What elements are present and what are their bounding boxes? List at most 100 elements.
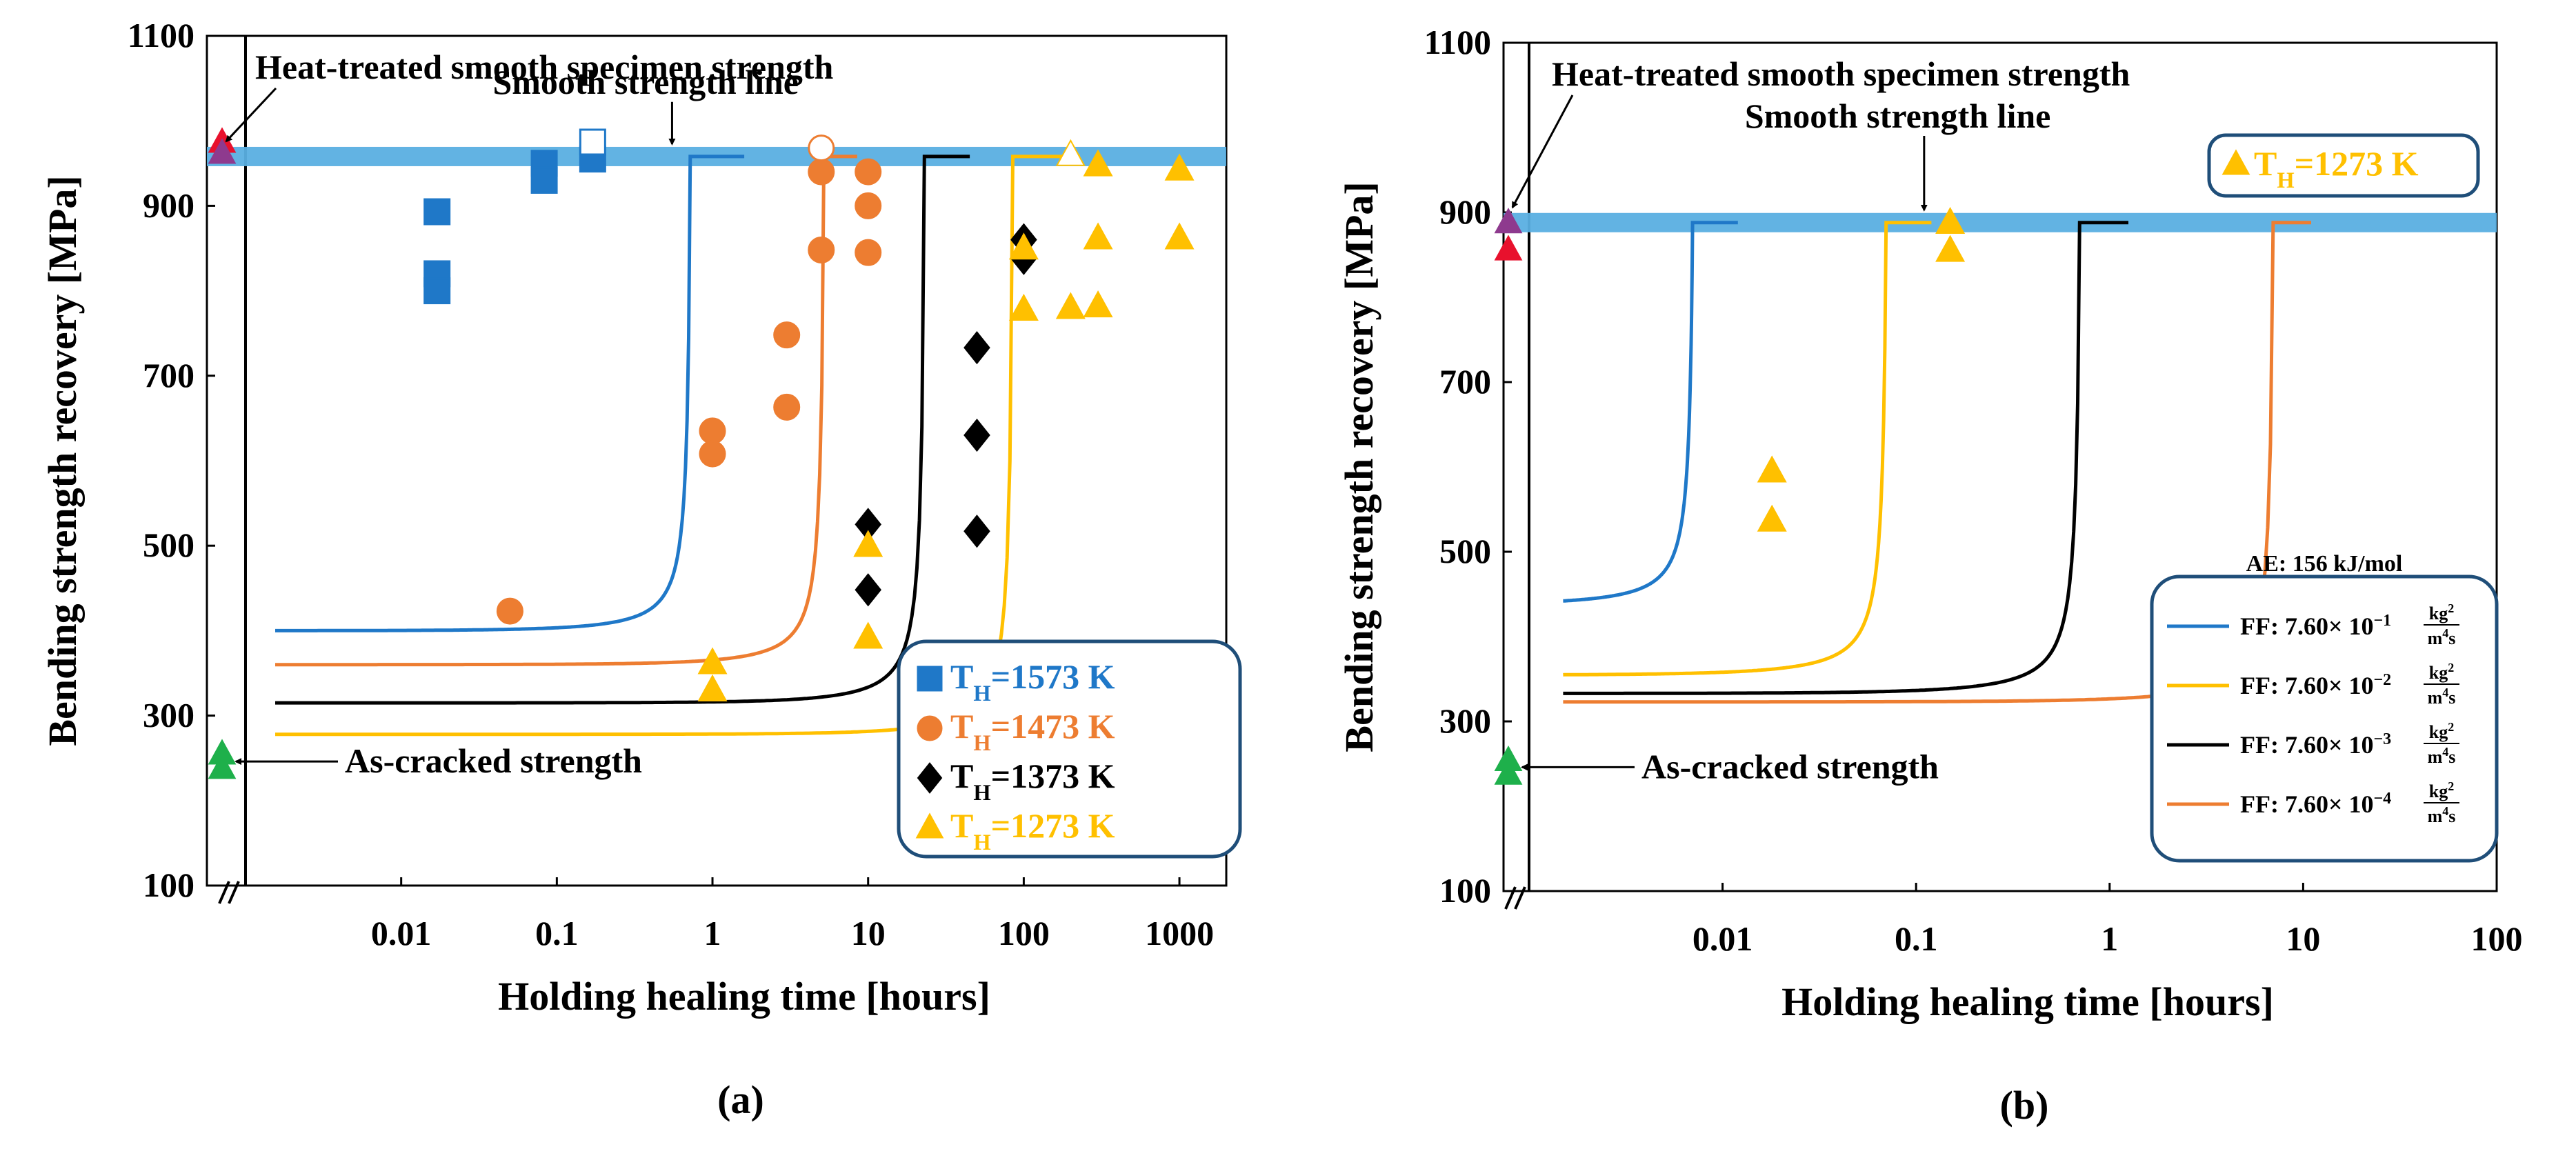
data-point	[697, 647, 728, 675]
heat-treated-arrow	[225, 87, 277, 143]
baseline-point	[1494, 234, 1523, 261]
legend-marker	[917, 715, 943, 741]
series-curve	[1563, 221, 1932, 677]
data-point	[1164, 153, 1195, 181]
smooth-line-label: Smooth strength line	[1745, 97, 2051, 135]
legend-marker	[915, 812, 944, 839]
data-point	[1935, 234, 1966, 262]
data-point	[963, 418, 990, 452]
data-point	[853, 621, 883, 649]
plot-frame	[1502, 41, 2498, 892]
y-tick-label: 900	[143, 186, 194, 224]
x-tick-label: 10	[851, 914, 886, 952]
data-point	[853, 530, 883, 557]
x-tick-label: 1	[704, 914, 721, 952]
series-curve	[275, 154, 745, 632]
data-point	[808, 158, 835, 186]
data-point	[855, 192, 882, 219]
legend-unit-denominator: m4s	[2428, 804, 2456, 826]
data-point	[423, 198, 451, 226]
x-axis-title: Holding healing time [hours]	[1781, 979, 2274, 1024]
top-legend: TH=1273 K	[2207, 133, 2480, 198]
legend-unit-numerator: kg2	[2429, 720, 2454, 742]
y-tick-label: 900	[1439, 192, 1491, 231]
y-tick-label: 500	[1439, 532, 1491, 570]
data-point-open	[1055, 139, 1086, 166]
data-point	[699, 440, 726, 468]
legend-unit-numerator: kg2	[2429, 779, 2454, 801]
data-point	[1083, 222, 1113, 250]
x-tick-label: 100	[998, 914, 1050, 952]
x-tick-label: 0.1	[535, 914, 579, 952]
legend-label: FF: 7.60× 10−3	[2240, 730, 2391, 759]
data-point	[855, 239, 882, 266]
data-point	[1083, 149, 1113, 177]
as-cracked-label: As-cracked strength	[345, 741, 642, 780]
legend: TH=1573 KTH=1473 KTH=1373 KTH=1273 K	[897, 639, 1242, 859]
series-curve	[275, 154, 857, 667]
data-point	[1083, 290, 1113, 318]
y-tick-label: 300	[143, 696, 194, 735]
y-tick-label: 1100	[128, 16, 194, 54]
y-tick-label: 1100	[1424, 23, 1491, 61]
legend-label: FF: 7.60× 10−4	[2240, 790, 2391, 818]
series-curve	[275, 154, 1080, 737]
baseline-point	[208, 753, 237, 779]
y-axis-title: Bending strength recovery [MPa]	[40, 175, 85, 746]
heat-treated-label: Heat-treated smooth specimen strength	[255, 48, 833, 86]
x-tick-label: 1	[2101, 919, 2118, 958]
data-point	[1935, 206, 1966, 234]
data-point	[496, 597, 523, 625]
legend-label: FF: 7.60× 10−2	[2240, 671, 2391, 699]
legend-unit-denominator: m4s	[2428, 745, 2456, 767]
baseline-point	[1494, 759, 1523, 785]
y-tick-label: 100	[1439, 871, 1491, 910]
data-point	[697, 674, 728, 701]
data-point	[1757, 504, 1787, 532]
y-axis-title: Bending strength recovery [MPa]	[1337, 181, 1381, 752]
legend-unit-denominator: m4s	[2428, 686, 2456, 708]
top-legend-box	[2207, 133, 2480, 198]
data-point	[963, 331, 990, 365]
data-point	[808, 236, 835, 263]
data-point	[1008, 293, 1039, 321]
legend: AE: 156 kJ/mol FF: 7.60× 10−1 kg2 m4s FF: 7.…	[2150, 551, 2499, 863]
as-cracked-label: As-cracked strength	[1641, 747, 1939, 786]
legend-label: TH=1373 K	[950, 757, 1115, 806]
data-point	[423, 277, 451, 305]
data-point-open	[808, 134, 835, 162]
data-point	[963, 514, 990, 548]
baseline-point	[208, 138, 237, 164]
x-tick-label: 0.01	[371, 914, 432, 952]
axis-break-mark	[1504, 886, 1526, 910]
data-point	[699, 417, 726, 445]
legend-unit-numerator: kg2	[2429, 661, 2454, 683]
legend-title: AE: 156 kJ/mol	[2246, 551, 2403, 577]
y-tick-label: 300	[1439, 701, 1491, 740]
panel-a: 100 300 500 700 900 1100 0.01 0.1 1 10 100 1000 Hold…	[40, 16, 1242, 1122]
legend-unit-denominator: m4s	[2428, 626, 2456, 648]
data-point	[1164, 222, 1195, 250]
data-point	[773, 393, 801, 421]
x-axis-title: Holding healing time [hours]	[498, 974, 990, 1019]
series-curve	[275, 154, 970, 705]
baseline-point	[1494, 208, 1523, 234]
panel-b: 100 300 500 700 900 1100 0.01 0.1 1 10 100 Holding …	[1337, 23, 2523, 1128]
data-point-open	[579, 128, 606, 156]
axis-break-mark	[218, 881, 240, 904]
x-tick-label: 0.01	[1693, 919, 1753, 958]
data-point	[855, 573, 881, 607]
legend-unit-numerator: kg2	[2429, 601, 2454, 623]
series-curve	[1563, 221, 1738, 603]
x-tick-label: 100	[2471, 919, 2523, 958]
series-curve	[1563, 221, 2128, 695]
top-legend-label: TH=1273 K	[2254, 144, 2419, 193]
heat-treated-arrow	[1511, 94, 1574, 209]
top-legend-marker	[2221, 149, 2250, 175]
legend-marker	[917, 762, 943, 794]
legend-label: TH=1473 K	[950, 707, 1115, 756]
heat-treated-label: Heat-treated smooth specimen strength	[1552, 54, 2130, 93]
y-tick-label: 100	[143, 866, 194, 904]
y-tick-label: 700	[1439, 362, 1491, 401]
